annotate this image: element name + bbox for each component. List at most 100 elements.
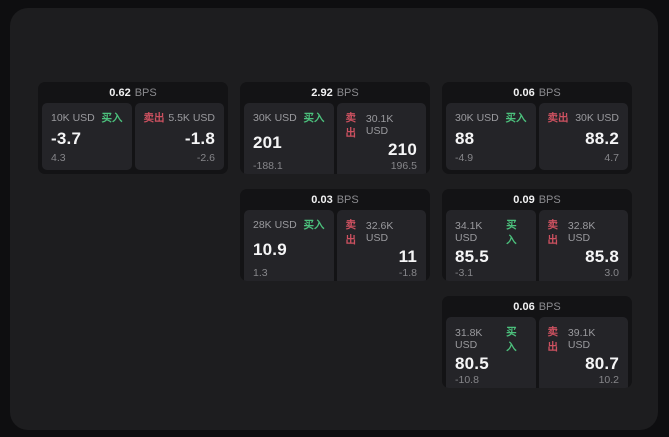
sell-amount-label: 39.1K USD xyxy=(567,327,596,351)
buy-amount-label: 28K USD xyxy=(253,218,297,231)
sell-tile-top: 卖出 32.6K USD xyxy=(346,217,418,247)
sell-sub-value: -2.6 xyxy=(196,152,215,164)
buy-amount-label: 31.8K USD xyxy=(455,327,483,351)
buy-sub-value: -3.1 xyxy=(455,267,474,279)
buy-sub-value: 1.3 xyxy=(253,267,268,279)
sell-price-value: -1.8 xyxy=(184,128,215,148)
buy-button[interactable]: 买入 xyxy=(506,326,517,353)
cards-grid: 0.62 BPS 10K USD 买入 -3.7 4.3 卖出 5.5K USD… xyxy=(38,82,632,388)
sell-tile[interactable]: 卖出 39.1K USD 80.7 10.2 xyxy=(538,317,628,388)
buy-button[interactable]: 买入 xyxy=(505,112,527,124)
card-header: 0.62 BPS xyxy=(38,82,228,103)
card-header: 0.06 BPS xyxy=(442,296,632,317)
sell-tile-top: 卖出 30K USD xyxy=(548,110,620,125)
bps-value: 2.92 xyxy=(311,86,333,99)
sell-price-value: 210 xyxy=(388,140,417,159)
sell-tile-top: 卖出 30.1K USD xyxy=(346,110,418,140)
card-body: 30K USD 买入 88 -4.9 卖出 30K USD 88.2 4.7 xyxy=(442,103,632,174)
bps-unit-label: BPS xyxy=(134,86,157,99)
buy-amount-label: 34.1K USD xyxy=(455,220,483,244)
bps-value: 0.06 xyxy=(513,86,535,99)
bps-value: 0.62 xyxy=(109,86,131,99)
buy-tile[interactable]: 30K USD 买入 201 -188.1 xyxy=(244,103,334,174)
card-body: 10K USD 买入 -3.7 4.3 卖出 5.5K USD -1.8 -2.… xyxy=(38,103,228,174)
buy-tile-top: 10K USD 买入 xyxy=(51,110,123,125)
sell-sub-value: -1.8 xyxy=(398,267,417,279)
buy-amount-label: 10K USD xyxy=(51,111,95,124)
buy-sub-value: -188.1 xyxy=(253,160,283,172)
quote-card: 0.06 BPS 30K USD 买入 88 -4.9 卖出 30K USD 8… xyxy=(442,82,632,174)
sell-sub-value: 10.2 xyxy=(598,374,619,386)
buy-price-value: 80.5 xyxy=(455,354,489,373)
buy-tile-top: 28K USD 买入 xyxy=(253,217,325,232)
sell-tile-top: 卖出 5.5K USD xyxy=(144,110,216,125)
buy-price-value: -3.7 xyxy=(51,128,82,148)
sell-amount-label: 30.1K USD xyxy=(365,113,394,137)
buy-tile-top: 34.1K USD 买入 xyxy=(455,217,527,247)
bps-unit-label: BPS xyxy=(336,86,359,99)
buy-sub-value: -4.9 xyxy=(455,152,474,164)
bps-value: 0.06 xyxy=(513,300,535,313)
bps-value: 0.09 xyxy=(513,193,535,206)
sell-tile[interactable]: 卖出 30.1K USD 210 196.5 xyxy=(336,103,426,174)
card-header: 2.92 BPS xyxy=(240,82,430,103)
buy-sub-value: -10.8 xyxy=(455,374,479,386)
sell-button[interactable]: 卖出 xyxy=(143,112,165,124)
sell-tile[interactable]: 卖出 30K USD 88.2 4.7 xyxy=(538,103,628,170)
card-body: 34.1K USD 买入 85.5 -3.1 卖出 32.8K USD 85.8… xyxy=(442,210,632,281)
sell-sub-value: 196.5 xyxy=(390,160,417,172)
sell-sub-value: 4.7 xyxy=(604,152,619,164)
sell-button[interactable]: 卖出 xyxy=(345,219,357,246)
sell-button[interactable]: 卖出 xyxy=(547,219,559,246)
buy-tile[interactable]: 31.8K USD 买入 80.5 -10.8 xyxy=(446,317,536,388)
bps-unit-label: BPS xyxy=(538,86,561,99)
quote-card: 0.62 BPS 10K USD 买入 -3.7 4.3 卖出 5.5K USD… xyxy=(38,82,228,174)
sell-tile-top: 卖出 39.1K USD xyxy=(548,324,620,354)
sell-tile[interactable]: 卖出 32.6K USD 11 -1.8 xyxy=(336,210,426,281)
buy-tile[interactable]: 34.1K USD 买入 85.5 -3.1 xyxy=(446,210,536,281)
card-body: 30K USD 买入 201 -188.1 卖出 30.1K USD 210 1… xyxy=(240,103,430,174)
buy-tile-top: 31.8K USD 买入 xyxy=(455,324,527,354)
buy-button[interactable]: 买入 xyxy=(303,219,325,231)
sell-tile[interactable]: 卖出 5.5K USD -1.8 -2.6 xyxy=(134,103,224,170)
card-header: 0.03 BPS xyxy=(240,189,430,210)
main-panel: 0.62 BPS 10K USD 买入 -3.7 4.3 卖出 5.5K USD… xyxy=(10,8,658,430)
sell-price-value: 85.8 xyxy=(585,247,619,266)
buy-amount-label: 30K USD xyxy=(455,111,499,124)
buy-tile-top: 30K USD 买入 xyxy=(455,110,527,125)
card-header: 0.09 BPS xyxy=(442,189,632,210)
bps-value: 0.03 xyxy=(311,193,333,206)
buy-price-value: 201 xyxy=(253,132,282,152)
quote-card: 0.06 BPS 31.8K USD 买入 80.5 -10.8 卖出 39.1… xyxy=(442,296,632,388)
buy-tile[interactable]: 28K USD 买入 10.9 1.3 xyxy=(244,210,334,281)
buy-button[interactable]: 买入 xyxy=(101,112,123,124)
buy-tile[interactable]: 30K USD 买入 88 -4.9 xyxy=(446,103,536,170)
sell-button[interactable]: 卖出 xyxy=(345,112,357,139)
buy-price-value: 85.5 xyxy=(455,247,489,266)
sell-amount-label: 30K USD xyxy=(575,111,619,124)
card-body: 28K USD 买入 10.9 1.3 卖出 32.6K USD 11 -1.8 xyxy=(240,210,430,281)
buy-tile[interactable]: 10K USD 买入 -3.7 4.3 xyxy=(42,103,132,170)
sell-amount-label: 32.6K USD xyxy=(365,220,394,244)
quote-card: 0.09 BPS 34.1K USD 买入 85.5 -3.1 卖出 32.8K… xyxy=(442,189,632,281)
buy-price-value: 10.9 xyxy=(253,239,287,259)
sell-sub-value: 3.0 xyxy=(604,267,619,279)
sell-tile-top: 卖出 32.8K USD xyxy=(548,217,620,247)
card-header: 0.06 BPS xyxy=(442,82,632,103)
bps-unit-label: BPS xyxy=(538,300,561,313)
card-body: 31.8K USD 买入 80.5 -10.8 卖出 39.1K USD 80.… xyxy=(442,317,632,388)
sell-button[interactable]: 卖出 xyxy=(547,326,559,353)
bps-unit-label: BPS xyxy=(336,193,359,206)
buy-button[interactable]: 买入 xyxy=(506,219,517,246)
sell-tile[interactable]: 卖出 32.8K USD 85.8 3.0 xyxy=(538,210,628,281)
buy-amount-label: 30K USD xyxy=(253,111,297,124)
bps-unit-label: BPS xyxy=(538,193,561,206)
buy-button[interactable]: 买入 xyxy=(303,112,325,124)
sell-amount-label: 32.8K USD xyxy=(567,220,596,244)
quote-card: 2.92 BPS 30K USD 买入 201 -188.1 卖出 30.1K … xyxy=(240,82,430,174)
sell-price-value: 88.2 xyxy=(585,128,619,148)
sell-button[interactable]: 卖出 xyxy=(547,112,569,124)
buy-price-value: 88 xyxy=(455,128,475,148)
sell-amount-label: 5.5K USD xyxy=(168,111,215,124)
